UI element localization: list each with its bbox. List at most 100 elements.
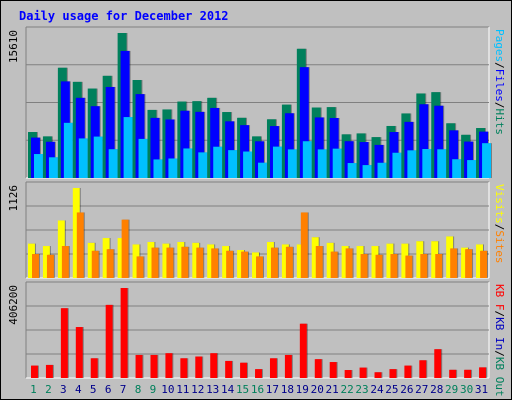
bar-files-day-27 — [419, 104, 429, 178]
bar-sites-day-20 — [315, 246, 323, 278]
bar-sites-day-25 — [390, 254, 398, 278]
bar-pages-day-17 — [272, 146, 282, 178]
bar-kb-f-day-19 — [299, 323, 307, 378]
bar-pages-day-8 — [138, 138, 148, 178]
bar-visits-day-3 — [57, 220, 65, 278]
bar-visits-day-21 — [326, 242, 334, 278]
x-tick-day-27: 27 — [415, 383, 428, 396]
x-tick-day-28: 28 — [430, 383, 443, 396]
bar-sites-day-15 — [241, 251, 249, 278]
x-tick-day-23: 23 — [355, 383, 368, 396]
bar-kb-f-day-2 — [45, 364, 53, 378]
bar-files-day-8 — [135, 94, 145, 178]
bar-pages-day-1 — [34, 154, 43, 178]
bar-visits-day-16 — [252, 252, 259, 278]
bar-sites-day-22 — [345, 248, 353, 278]
legend-item: / — [493, 62, 506, 69]
bar-pages-day-22 — [347, 163, 357, 178]
bar-sites-day-14 — [226, 250, 234, 278]
bar-sites-day-13 — [211, 248, 219, 278]
bar-visits-day-13 — [207, 244, 215, 278]
bar-files-day-28 — [434, 105, 444, 178]
bar-pages-day-10 — [168, 158, 178, 178]
bar-files-day-30 — [464, 141, 474, 178]
x-tick-day-7: 7 — [120, 383, 127, 396]
legend-item: / — [493, 102, 506, 109]
bar-sites-day-10 — [166, 247, 174, 278]
bar-pages-day-11 — [183, 148, 193, 178]
bar-pages-day-18 — [287, 149, 297, 178]
bar-files-day-6 — [105, 86, 115, 178]
x-tick-day-19: 19 — [296, 383, 309, 396]
bar-files-day-19 — [299, 67, 309, 178]
bar-visits-day-22 — [341, 246, 349, 278]
bar-sites-day-9 — [151, 247, 159, 278]
bar-sites-day-1 — [32, 254, 39, 278]
x-tick-day-12: 12 — [191, 383, 204, 396]
x-tick-day-8: 8 — [135, 383, 142, 396]
bar-visits-day-1 — [28, 243, 35, 278]
chart-title: Daily usage for December 2012 — [19, 9, 229, 23]
bar-kb-f-day-6 — [105, 304, 113, 378]
legend-item: / — [493, 311, 506, 318]
bar-pages-day-26 — [407, 150, 417, 178]
bar-pages-day-25 — [392, 152, 402, 178]
bar-kb-f-day-4 — [75, 327, 83, 378]
bar-sites-day-4 — [76, 212, 84, 278]
bar-visits-day-2 — [42, 246, 50, 278]
bar-sites-day-27 — [420, 254, 428, 278]
bar-sites-day-6 — [106, 249, 114, 278]
x-tick-day-17: 17 — [266, 383, 279, 396]
bar-visits-day-4 — [72, 188, 80, 278]
bar-sites-day-3 — [61, 246, 69, 278]
y-max-label-kb-in-out: 406200 — [7, 285, 20, 325]
x-tick-day-6: 6 — [105, 383, 112, 396]
legend-item: KB In — [493, 317, 506, 350]
bar-visits-day-23 — [356, 246, 364, 278]
bar-kb-f-day-24 — [374, 372, 382, 378]
x-tick-day-26: 26 — [400, 383, 413, 396]
bar-sites-day-30 — [465, 249, 473, 278]
x-tick-day-2: 2 — [45, 383, 52, 396]
bar-kb-f-day-26 — [404, 365, 412, 378]
bar-sites-day-16 — [256, 256, 263, 278]
x-tick-day-11: 11 — [176, 383, 189, 396]
legend-item: Hits — [493, 109, 506, 136]
bar-kb-f-day-28 — [434, 349, 442, 378]
bar-kb-f-day-10 — [165, 353, 173, 378]
bar-files-day-26 — [404, 121, 414, 178]
bar-pages-day-6 — [108, 149, 118, 178]
legend-bottom: KB F/KB In/KB Out — [493, 284, 506, 397]
bar-kb-f-day-29 — [449, 369, 457, 378]
bar-visits-day-18 — [281, 244, 289, 278]
bar-pages-day-24 — [377, 162, 387, 178]
legend-item: / — [493, 224, 506, 231]
x-tick-day-3: 3 — [60, 383, 67, 396]
bar-pages-day-16 — [258, 162, 267, 178]
y-max-label-hits-files-pages: 15610 — [7, 30, 20, 63]
bar-files-day-12 — [195, 111, 205, 178]
bar-files-day-20 — [314, 117, 324, 178]
bar-kb-f-day-30 — [464, 369, 472, 378]
bar-files-day-4 — [75, 97, 85, 178]
bar-visits-day-17 — [266, 242, 274, 278]
bar-pages-day-20 — [317, 149, 327, 178]
bar-visits-day-19 — [296, 244, 304, 278]
bar-kb-f-day-22 — [344, 370, 352, 378]
bar-sites-day-31 — [480, 250, 487, 278]
bar-files-day-11 — [180, 110, 190, 178]
legend-item: / — [493, 350, 506, 357]
x-tick-day-16: 16 — [251, 383, 264, 396]
legend-item: KB Out — [493, 357, 506, 397]
bar-pages-day-15 — [243, 151, 253, 178]
bar-visits-day-6 — [102, 238, 110, 278]
bar-kb-f-day-31 — [479, 367, 486, 378]
x-tick-day-25: 25 — [385, 383, 398, 396]
legend-item: Files — [493, 69, 506, 102]
bar-visits-day-29 — [446, 236, 454, 278]
bar-sites-day-23 — [360, 254, 368, 278]
bar-pages-day-13 — [213, 146, 223, 178]
x-tick-day-13: 13 — [206, 383, 219, 396]
y-max-label-visits-sites: 1126 — [7, 185, 20, 212]
bar-visits-day-28 — [431, 241, 439, 278]
